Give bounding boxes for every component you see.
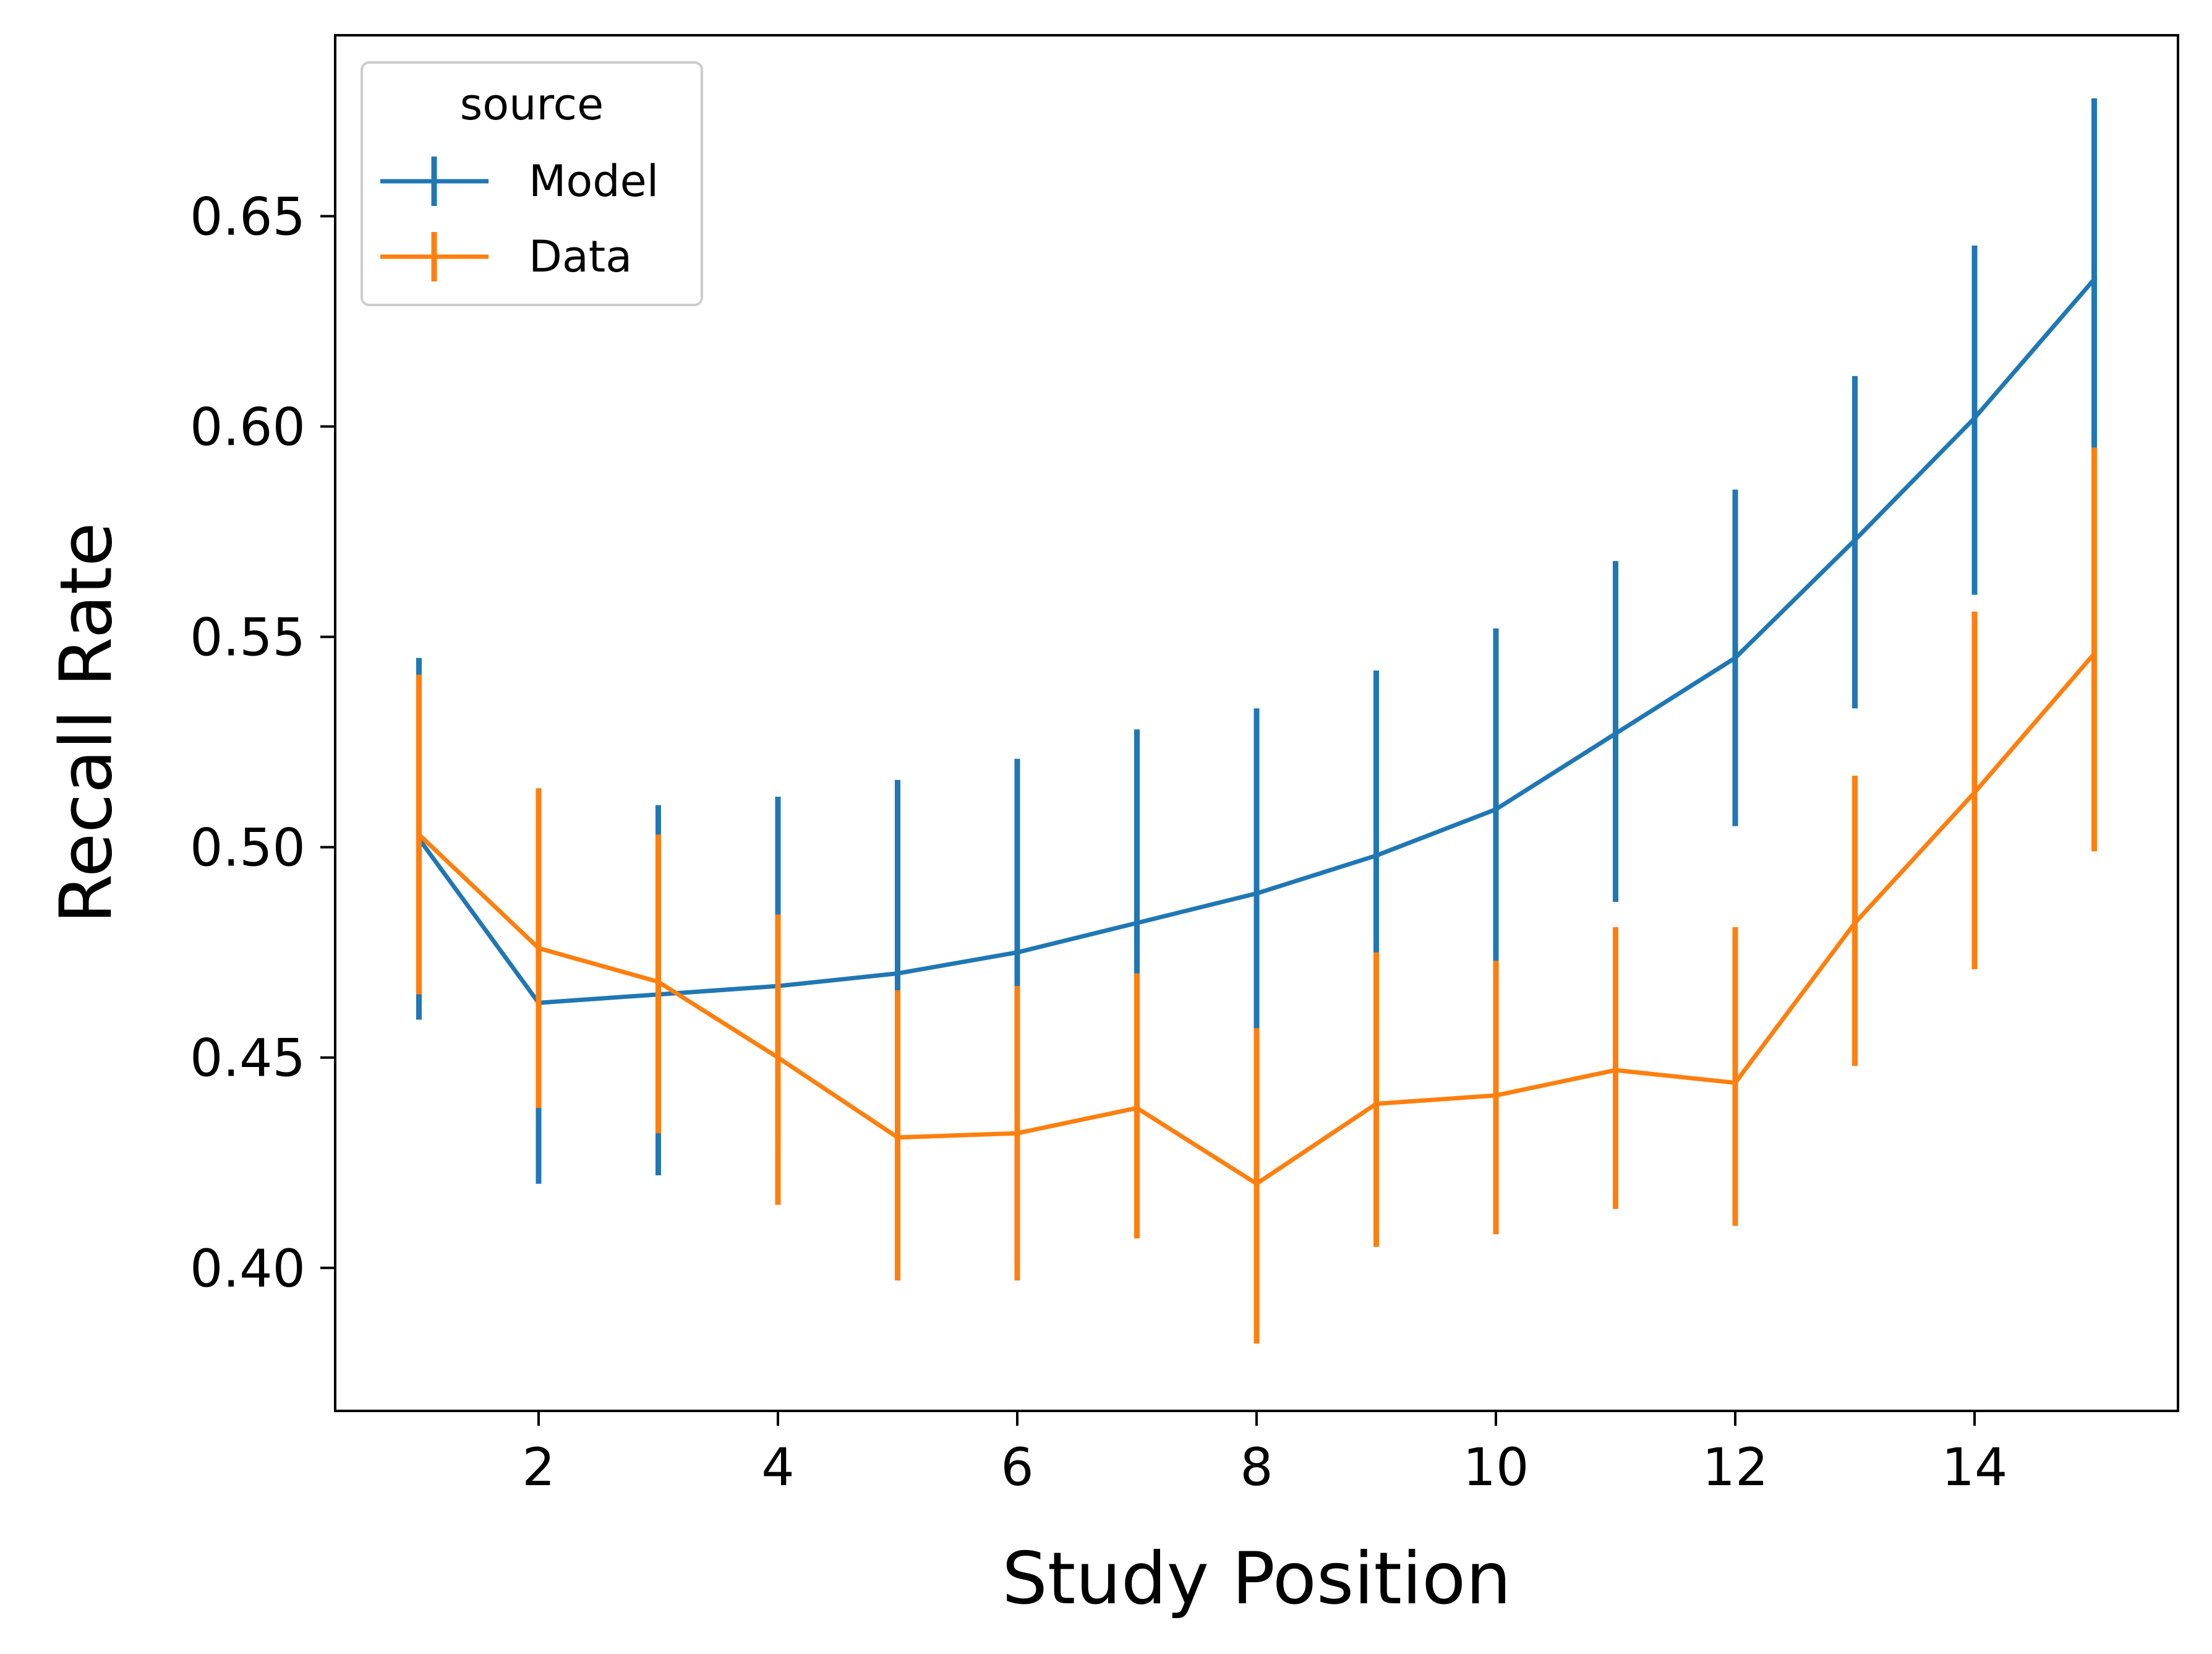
x-axis-label: Study Position bbox=[1002, 1537, 1511, 1621]
x-tick-label-10: 10 bbox=[1463, 1437, 1529, 1498]
x-tick-label-12: 12 bbox=[1702, 1437, 1769, 1498]
x-tick-label-14: 14 bbox=[1942, 1437, 2008, 1498]
x-tick-label-4: 4 bbox=[761, 1437, 794, 1498]
y-tick-label-0.40: 0.40 bbox=[190, 1238, 305, 1299]
y-tick-label-0.45: 0.45 bbox=[190, 1028, 305, 1089]
legend-label-model: Model bbox=[529, 156, 659, 207]
plot-area bbox=[416, 98, 2098, 1344]
legend-box bbox=[361, 61, 703, 306]
y-axis-label: Recall Rate bbox=[45, 523, 129, 924]
y-tick-label-0.55: 0.55 bbox=[190, 607, 305, 668]
legend-title: source bbox=[460, 79, 604, 130]
y-tick-label-0.60: 0.60 bbox=[190, 397, 305, 458]
x-tick-label-8: 8 bbox=[1240, 1437, 1273, 1498]
y-tick-label-0.50: 0.50 bbox=[190, 818, 305, 878]
legend: source Model Data bbox=[361, 61, 703, 306]
legend-label-data: Data bbox=[529, 231, 632, 282]
y-tick-label-0.65: 0.65 bbox=[190, 186, 305, 247]
axes: 2 4 6 8 10 12 14 0.40 0.45 0.50 0.55 0.60 0.65 bbox=[190, 34, 2179, 1498]
x-tick-label-6: 6 bbox=[1001, 1437, 1033, 1498]
x-tick-label-2: 2 bbox=[522, 1437, 555, 1498]
